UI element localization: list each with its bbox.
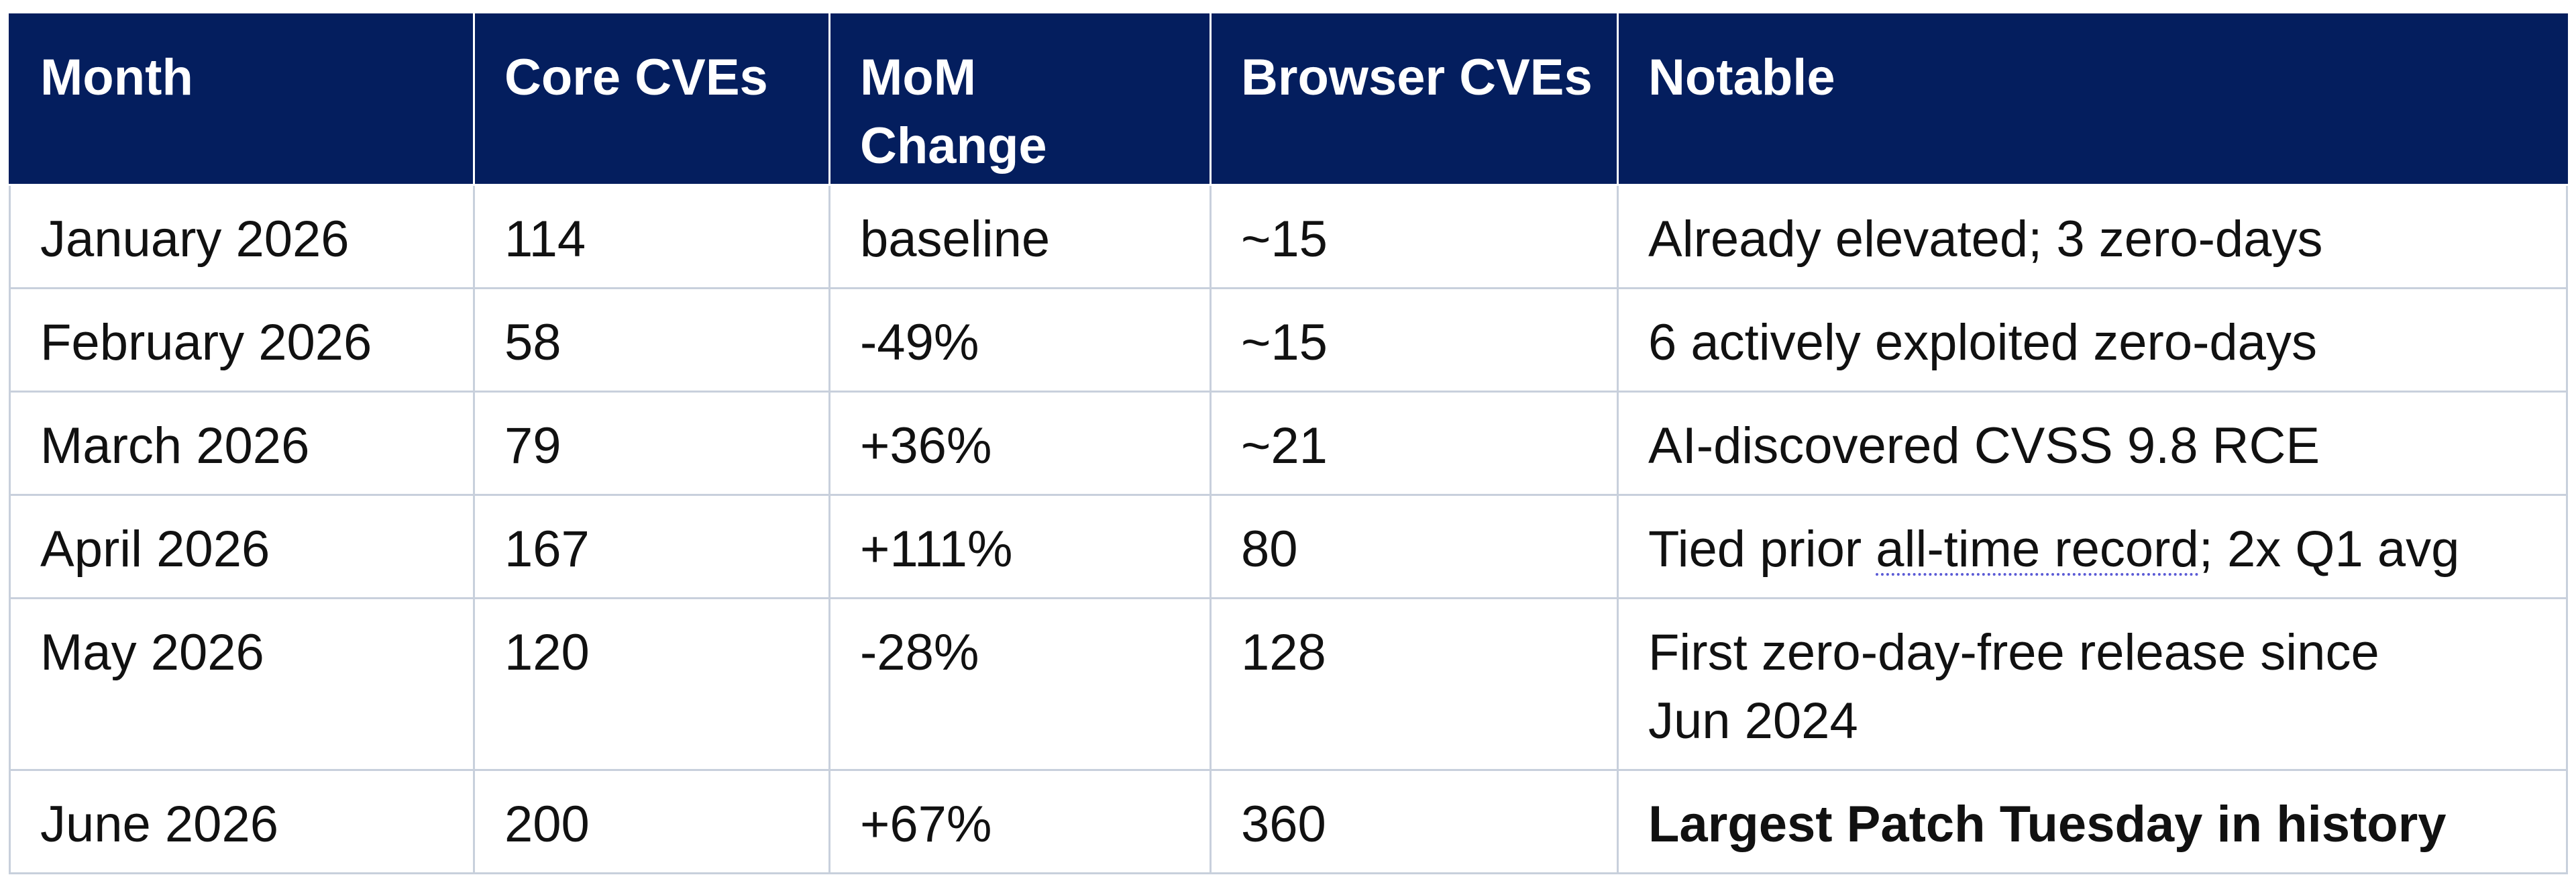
column-header-browser-cves-label: Browser CVEs: [1241, 49, 1593, 106]
cell-mom-change: +111%: [828, 494, 1212, 599]
cell-browser-cves: 80: [1210, 494, 1619, 599]
cell-browser-cves: 128: [1210, 597, 1619, 771]
notable-prefix: Tied prior: [1648, 521, 1876, 578]
table-row: April 2026 167 +111% 80 Tied prior all-t…: [9, 494, 2568, 599]
cell-core-cves: 167: [473, 494, 830, 599]
column-header-core-cves-label: Core CVEs: [504, 49, 768, 106]
column-header-browser-cves: Browser CVEs: [1210, 13, 1619, 186]
notable-line1: First zero-day-free release since: [1648, 624, 2379, 681]
table-row: May 2026 120 -28% 128 First zero-day-fre…: [9, 597, 2568, 771]
cell-month: May 2026: [9, 597, 475, 771]
column-header-mom-change-line2: Change: [860, 117, 1047, 174]
table-row: February 2026 58 -49% ~15 6 actively exp…: [9, 287, 2568, 393]
notable-suffix: ; 2x Q1 avg: [2198, 521, 2460, 578]
cell-core-cves: 79: [473, 391, 830, 496]
cell-mom-change: -28%: [828, 597, 1212, 771]
cell-month: April 2026: [9, 494, 475, 599]
cve-monthly-table: Month Core CVEs MoM Change Browser CVEs N…: [9, 13, 2568, 874]
table-body: January 2026 114 baseline ~15 Already el…: [9, 184, 2568, 874]
cell-notable: Already elevated; 3 zero-days: [1617, 184, 2568, 289]
column-header-month: Month: [9, 13, 475, 186]
cell-core-cves: 200: [473, 769, 830, 874]
notable-line2: Jun 2024: [1648, 692, 1858, 750]
cell-core-cves: 120: [473, 597, 830, 771]
cell-core-cves: 58: [473, 287, 830, 393]
column-header-core-cves: Core CVEs: [473, 13, 830, 186]
table-row: March 2026 79 +36% ~21 AI-discovered CVS…: [9, 391, 2568, 496]
cell-notable: Tied prior all-time record; 2x Q1 avg: [1617, 494, 2568, 599]
column-header-mom-change-line1: MoM: [860, 49, 977, 106]
column-header-notable: Notable: [1617, 13, 2568, 186]
cve-table-container: Month Core CVEs MoM Change Browser CVEs N…: [9, 13, 2568, 874]
cell-month: January 2026: [9, 184, 475, 289]
header-row: Month Core CVEs MoM Change Browser CVEs N…: [9, 13, 2568, 186]
cell-notable: First zero-day-free release since Jun 202…: [1617, 597, 2568, 771]
cell-mom-change: +36%: [828, 391, 1212, 496]
cell-browser-cves: ~15: [1210, 287, 1619, 393]
table-header: Month Core CVEs MoM Change Browser CVEs N…: [9, 13, 2568, 186]
cell-month: June 2026: [9, 769, 475, 874]
cell-mom-change: baseline: [828, 184, 1212, 289]
cell-core-cves: 114: [473, 184, 830, 289]
column-header-mom-change: MoM Change: [828, 13, 1212, 186]
table-row: June 2026 200 +67% 360 Largest Patch Tue…: [9, 769, 2568, 874]
cell-browser-cves: ~15: [1210, 184, 1619, 289]
cell-month: February 2026: [9, 287, 475, 393]
cell-notable: AI-discovered CVSS 9.8 RCE: [1617, 391, 2568, 496]
column-header-month-label: Month: [40, 49, 193, 106]
cell-browser-cves: 360: [1210, 769, 1619, 874]
cell-month: March 2026: [9, 391, 475, 496]
cell-mom-change: +67%: [828, 769, 1212, 874]
cell-notable: Largest Patch Tuesday in history: [1617, 769, 2568, 874]
cell-mom-change: -49%: [828, 287, 1212, 393]
all-time-record-annotation[interactable]: all-time record: [1876, 521, 2199, 578]
column-header-notable-label: Notable: [1648, 49, 1835, 106]
cell-browser-cves: ~21: [1210, 391, 1619, 496]
table-row: January 2026 114 baseline ~15 Already el…: [9, 184, 2568, 289]
cell-notable: 6 actively exploited zero-days: [1617, 287, 2568, 393]
